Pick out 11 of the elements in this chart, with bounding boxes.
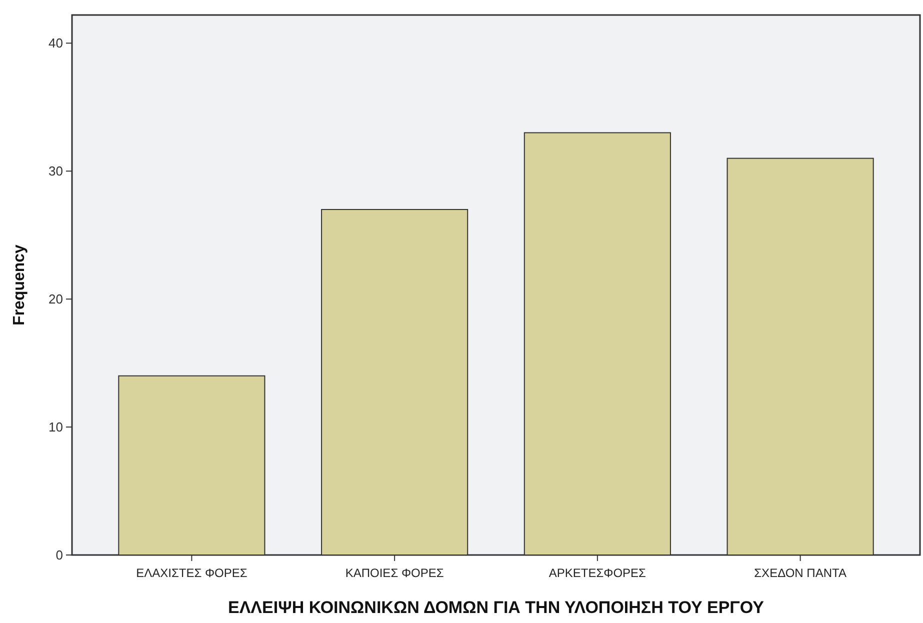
x-axis-title: ΕΛΛΕΙΨΗ ΚΟΙΝΩΝΙΚΩΝ ΔΟΜΩΝ ΓΙΑ ΤΗΝ ΥΛΟΠΟΙΗΣΗ ΤΟΥ ΕΡΓΟΥ: [228, 598, 765, 617]
y-tick-label: 30: [48, 164, 63, 179]
y-axis-title: Frequency: [11, 244, 28, 326]
y-tick-label: 40: [48, 36, 63, 51]
x-tick-label: ΣΧΕΔΟΝ ΠΑΝΤΑ: [754, 566, 846, 580]
y-tick-label: 10: [48, 420, 63, 435]
y-tick-label: 0: [56, 548, 63, 563]
y-tick-label: 20: [48, 292, 63, 307]
x-tick-label: ΕΛΑΧΙΣΤΕΣ ΦΟΡΕΣ: [136, 566, 248, 580]
x-tick-label: ΚΑΠΟΙΕΣ ΦΟΡΕΣ: [345, 566, 444, 580]
x-tick-label: ΑΡΚΕΤΕΣΦΟΡΕΣ: [548, 566, 646, 580]
